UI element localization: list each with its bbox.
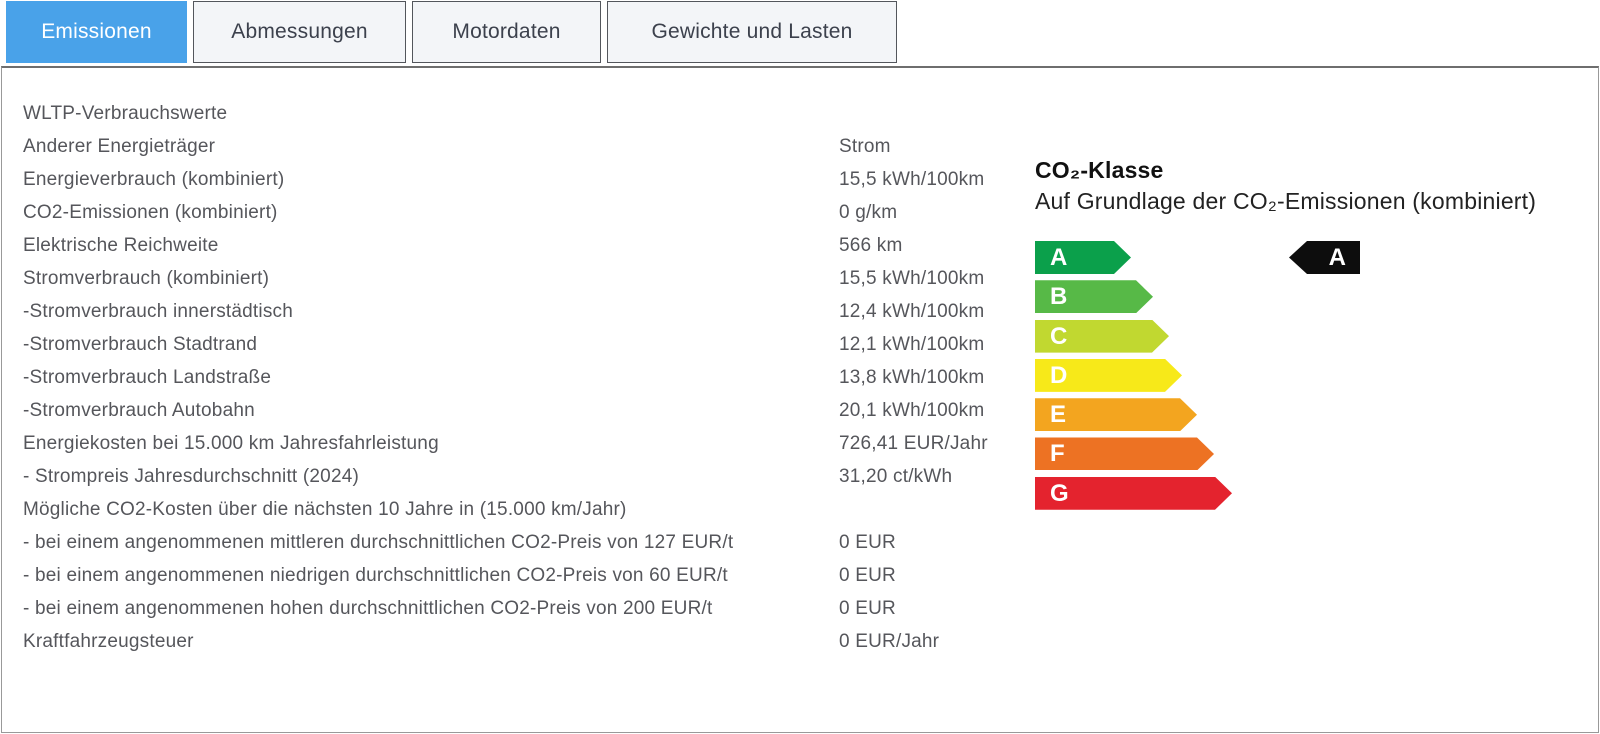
row-value: Strom [839, 135, 891, 157]
row-label: Stromverbrauch (kombiniert) [23, 267, 270, 289]
co2-class-a-arrow: A [1035, 241, 1131, 274]
tab-abmessungen[interactable]: Abmessungen [193, 1, 406, 63]
row-value: 31,20 ct/kWh [839, 465, 953, 487]
class-letter: E [1050, 401, 1067, 429]
row-value: 0 EUR [839, 597, 896, 619]
row-value: 15,5 kWh/100km [839, 267, 985, 289]
tab-bar: Emissionen Abmessungen Motordaten Gewich… [6, 1, 897, 63]
table-row: Mögliche CO2-Kosten über die nächsten 10… [23, 493, 1013, 526]
table-row: - bei einem angenommenen niedrigen durch… [23, 559, 1013, 592]
co2-rating-letter: A [1328, 244, 1346, 271]
class-letter: F [1050, 440, 1065, 468]
row-label: -Stromverbrauch Landstraße [23, 366, 272, 388]
co2-class-b-arrow: B [1035, 280, 1153, 313]
row-label: Energiekosten bei 15.000 km Jahresfahrle… [23, 432, 439, 454]
row-label: - bei einem angenommenen mittleren durch… [23, 531, 734, 553]
co2-class-title: CO₂-Klasse [1035, 157, 1164, 183]
co2-class-label: CO₂-Klasse Auf Grundlage der CO₂-Emissio… [1035, 157, 1565, 215]
row-value: 13,8 kWh/100km [839, 366, 985, 388]
row-label: Anderer Energieträger [23, 135, 216, 157]
row-label: Energieverbrauch (kombiniert) [23, 168, 285, 190]
row-label: - Strompreis Jahresdurchschnitt (2024) [23, 465, 360, 487]
tab-emissionen[interactable]: Emissionen [6, 1, 187, 63]
row-value: 726,41 EUR/Jahr [839, 432, 988, 454]
wltp-spec-table: WLTP-Verbrauchswerte Anderer Energieträg… [23, 97, 1013, 658]
row-value: 12,1 kWh/100km [839, 333, 985, 355]
row-label: -Stromverbrauch Stadtrand [23, 333, 258, 355]
row-label: CO2-Emissionen (kombiniert) [23, 201, 278, 223]
table-row: -Stromverbrauch Autobahn 20,1 kWh/100km [23, 394, 1013, 427]
row-value: 15,5 kWh/100km [839, 168, 985, 190]
table-row: Elektrische Reichweite 566 km [23, 229, 1013, 262]
table-row: Energieverbrauch (kombiniert) 15,5 kWh/1… [23, 163, 1013, 196]
row-value: 0 EUR/Jahr [839, 630, 940, 652]
co2-class-scale: A B C D E F G [1035, 241, 1232, 510]
co2-class-d-arrow: D [1035, 359, 1182, 392]
emissions-panel: WLTP-Verbrauchswerte Anderer Energieträg… [1, 66, 1599, 733]
table-row: -Stromverbrauch Stadtrand 12,1 kWh/100km [23, 328, 1013, 361]
row-value: 12,4 kWh/100km [839, 300, 985, 322]
table-row: Anderer Energieträger Strom [23, 130, 1013, 163]
tab-motordaten[interactable]: Motordaten [412, 1, 601, 63]
class-letter: G [1050, 479, 1069, 507]
table-row: -Stromverbrauch innerstädtisch 12,4 kWh/… [23, 295, 1013, 328]
row-label: WLTP-Verbrauchswerte [23, 102, 228, 124]
row-label: - bei einem angenommenen hohen durchschn… [23, 597, 713, 619]
row-label: -Stromverbrauch innerstädtisch [23, 300, 293, 322]
table-row: - Strompreis Jahresdurchschnitt (2024) 3… [23, 460, 1013, 493]
row-label: - bei einem angenommenen niedrigen durch… [23, 564, 728, 586]
class-letter: B [1050, 283, 1068, 311]
table-row: - bei einem angenommenen mittleren durch… [23, 526, 1013, 559]
table-row: CO2-Emissionen (kombiniert) 0 g/km [23, 196, 1013, 229]
co2-class-g-arrow: G [1035, 477, 1232, 510]
class-letter: D [1050, 361, 1068, 389]
table-row: Kraftfahrzeugsteuer 0 EUR/Jahr [23, 625, 1013, 658]
row-value: 0 g/km [839, 201, 898, 223]
row-value: 0 EUR [839, 531, 896, 553]
row-label: Elektrische Reichweite [23, 234, 219, 256]
co2-class-e-arrow: E [1035, 398, 1197, 431]
co2-class-c-arrow: C [1035, 320, 1169, 353]
class-letter: C [1050, 322, 1068, 350]
row-label: Mögliche CO2-Kosten über die nächsten 10… [23, 498, 627, 520]
tab-gewichte-und-lasten[interactable]: Gewichte und Lasten [607, 1, 897, 63]
table-row: Energiekosten bei 15.000 km Jahresfahrle… [23, 427, 1013, 460]
table-row: Stromverbrauch (kombiniert) 15,5 kWh/100… [23, 262, 1013, 295]
row-value: 20,1 kWh/100km [839, 399, 985, 421]
row-value: 0 EUR [839, 564, 896, 586]
co2-class-subtitle: Auf Grundlage der CO₂-Emissionen (kombin… [1035, 188, 1537, 214]
row-label: -Stromverbrauch Autobahn [23, 399, 255, 421]
class-letter: A [1050, 244, 1068, 271]
table-row: - bei einem angenommenen hohen durchschn… [23, 592, 1013, 625]
row-value: 566 km [839, 234, 903, 256]
table-row: WLTP-Verbrauchswerte [23, 97, 1013, 130]
row-label: Kraftfahrzeugsteuer [23, 630, 194, 652]
co2-class-f-arrow: F [1035, 437, 1214, 470]
table-row: -Stromverbrauch Landstraße 13,8 kWh/100k… [23, 361, 1013, 394]
co2-rating-indicator-arrow: A [1289, 241, 1360, 274]
